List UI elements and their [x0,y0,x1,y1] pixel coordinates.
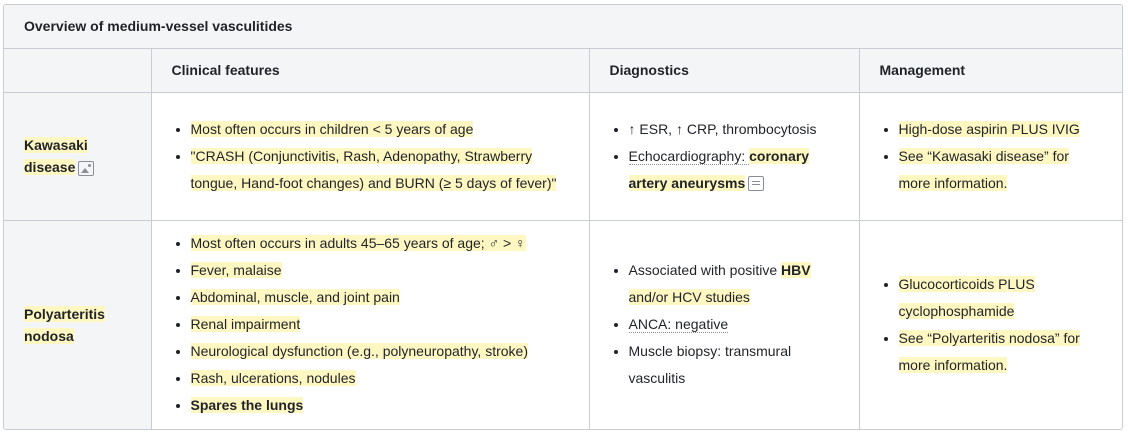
list-item: Neurological dysfunction (e.g., polyneur… [190,338,571,365]
list-item: Abdominal, muscle, and joint pain [190,284,571,311]
header-clinical-features: Clinical features [151,49,590,93]
table-row: Kawasaki disease Most often occurs in ch… [4,92,1122,221]
cell-management-polyarteritis: Glucocorticoids PLUS cyclophosphamide Se… [859,220,1122,429]
row-name-line1[interactable]: Polyarteritis [24,305,105,322]
list-item: Most often occurs in adults 45–65 years … [190,230,571,257]
row-name-kawasaki: Kawasaki disease [4,92,152,221]
row-name-line1[interactable]: Kawasaki [24,137,88,153]
cell-diagnostics-kawasaki: ↑ ESR, ↑ CRP, thrombocytosis Echocardiog… [589,92,860,221]
table-row: Polyarteritis nodosa Most often occurs i… [4,220,1122,429]
header-diagnostics: Diagnostics [589,49,860,93]
list-item: "CRASH (Conjunctivitis, Rash, Adenopathy… [190,143,571,197]
row-name-line2[interactable]: disease [24,159,76,175]
list-item: See “Kawasaki disease” for more informat… [898,143,1105,197]
row-name-polyarteritis: Polyarteritis nodosa [4,220,152,429]
table-caption: Overview of medium-vessel vasculitides [4,5,1122,49]
image-icon[interactable] [78,160,95,176]
list-item: Renal impairment [190,311,571,338]
vasculitides-table: Clinical features Diagnostics Management… [4,49,1122,429]
header-row: Clinical features Diagnostics Management [4,49,1122,93]
list-item: Rash, ulcerations, nodules [190,365,571,392]
list-item: ANCA: negative [628,311,841,338]
list-item: Most often occurs in children < 5 years … [190,116,571,143]
cell-clinical-kawasaki: Most often occurs in children < 5 years … [151,92,590,221]
vasculitides-table-container: Overview of medium-vessel vasculitides C… [3,4,1123,430]
list-item: Echocardiography: coronary artery aneury… [628,143,841,197]
cell-clinical-polyarteritis: Most often occurs in adults 45–65 years … [151,220,590,429]
list-item: Glucocorticoids PLUS cyclophosphamide [898,271,1105,325]
list-item: ↑ ESR, ↑ CRP, thrombocytosis [629,116,841,143]
list-item: See “Polyarteritis nodosa” for more info… [898,325,1105,379]
cell-management-kawasaki: High-dose aspirin PLUS IVIG See “Kawasak… [859,92,1122,221]
list-item: High-dose aspirin PLUS IVIG [898,116,1105,143]
list-item: Muscle biopsy: transmural vasculitis [629,338,841,392]
header-management: Management [859,49,1122,93]
row-name-line2[interactable]: nodosa [24,327,74,344]
note-icon[interactable] [748,176,765,192]
list-item: Fever, malaise [190,257,571,284]
header-empty [4,49,152,93]
list-item: Spares the lungs [190,392,571,419]
